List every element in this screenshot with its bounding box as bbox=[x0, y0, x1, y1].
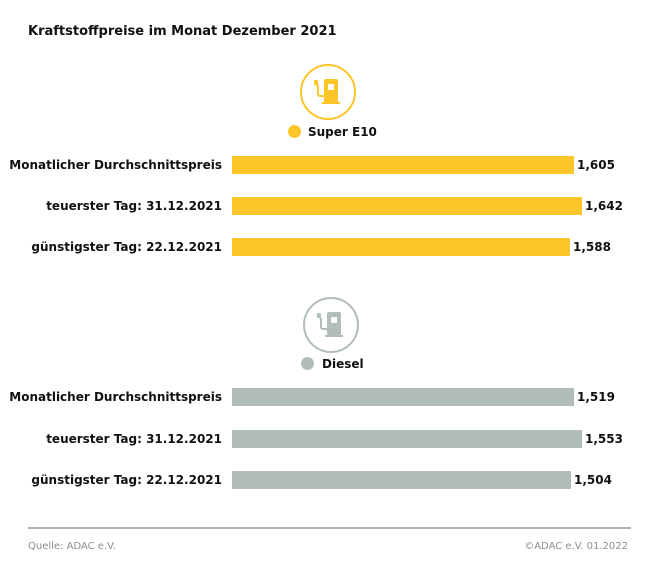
fuel-pump-icon bbox=[303, 297, 359, 353]
bar-super-e10-0 bbox=[232, 156, 574, 174]
bar-super-e10-2 bbox=[232, 238, 570, 256]
legend-label-diesel: Diesel bbox=[322, 357, 364, 371]
legend-marker-super-e10 bbox=[288, 125, 301, 138]
copyright-note: ©ADAC e.V. 01.2022 bbox=[524, 541, 628, 552]
footer-divider bbox=[28, 527, 631, 529]
value-label: 1,642 bbox=[585, 199, 623, 213]
value-label: 1,605 bbox=[577, 158, 615, 172]
bar-super-e10-1 bbox=[232, 197, 582, 215]
fuel-pump-icon bbox=[300, 64, 356, 120]
legend-label-super-e10: Super E10 bbox=[308, 125, 377, 139]
bar-diesel-2 bbox=[232, 471, 571, 489]
value-label: 1,519 bbox=[577, 390, 615, 404]
category-label: günstigster Tag: 22.12.2021 bbox=[31, 240, 222, 254]
value-label: 1,553 bbox=[585, 432, 623, 446]
chart-title: Kraftstoffpreise im Monat Dezember 2021 bbox=[28, 24, 337, 39]
category-label: teuerster Tag: 31.12.2021 bbox=[46, 199, 222, 213]
bar-diesel-1 bbox=[232, 430, 582, 448]
category-label: Monatlicher Durchschnittspreis bbox=[9, 390, 222, 404]
category-label: günstigster Tag: 22.12.2021 bbox=[31, 473, 222, 487]
source-note: Quelle: ADAC e.V. bbox=[28, 541, 116, 552]
value-label: 1,504 bbox=[574, 473, 612, 487]
value-label: 1,588 bbox=[573, 240, 611, 254]
category-label: teuerster Tag: 31.12.2021 bbox=[46, 432, 222, 446]
category-label: Monatlicher Durchschnittspreis bbox=[9, 158, 222, 172]
bar-diesel-0 bbox=[232, 388, 574, 406]
legend-marker-diesel bbox=[301, 357, 314, 370]
